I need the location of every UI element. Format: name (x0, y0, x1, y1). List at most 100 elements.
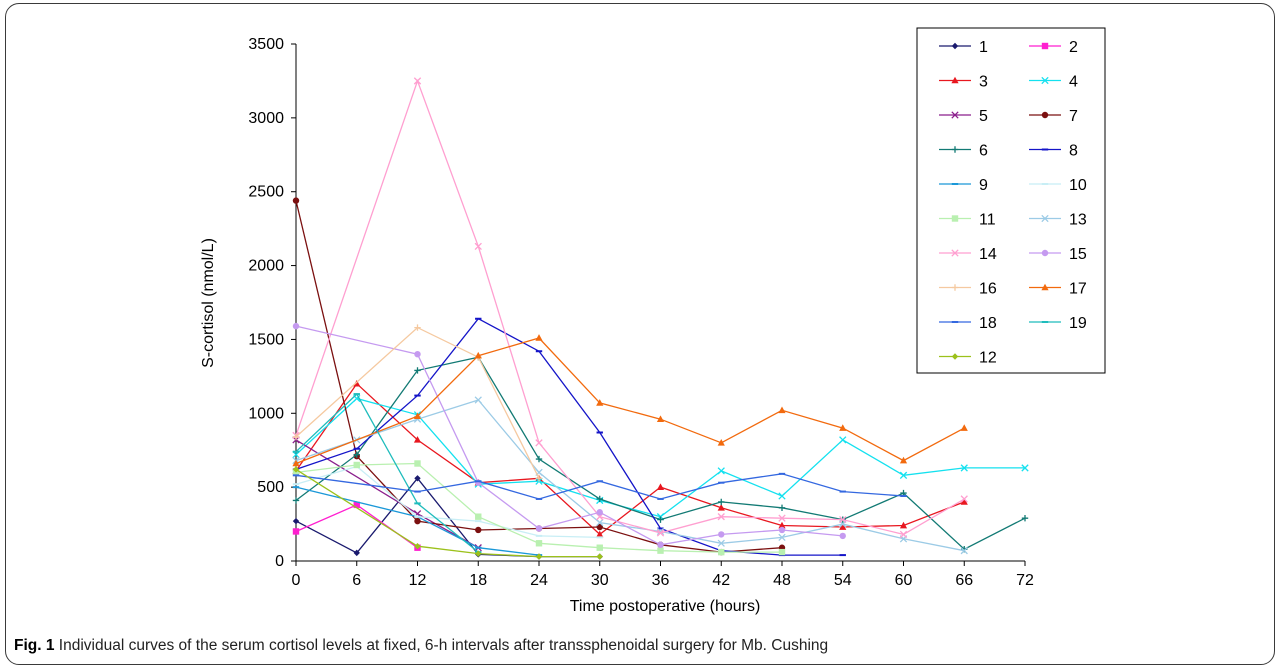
series-line (296, 394, 478, 552)
y-tick-label: 3000 (248, 110, 284, 127)
data-point (1042, 43, 1048, 49)
legend-label: 16 (979, 281, 997, 298)
x-tick-label: 42 (712, 572, 730, 589)
series-15 (293, 323, 846, 548)
data-point (475, 513, 481, 519)
data-point (597, 553, 603, 559)
x-tick-label: 18 (469, 572, 487, 589)
data-point (840, 533, 846, 539)
data-point (475, 397, 481, 403)
data-point (900, 457, 907, 464)
data-point (293, 518, 299, 524)
figure-caption: Fig. 1 Individual curves of the serum co… (14, 637, 828, 655)
data-point (657, 516, 663, 522)
legend-label: 17 (1069, 281, 1087, 298)
data-point (354, 462, 360, 468)
data-point (414, 351, 420, 357)
series-line (296, 505, 418, 548)
y-tick-label: 3500 (248, 36, 284, 53)
x-tick-label: 72 (1016, 572, 1034, 589)
legend-label: 9 (979, 177, 988, 194)
series-14 (293, 78, 968, 538)
data-point (475, 243, 481, 249)
data-point (1042, 112, 1048, 118)
data-point (293, 197, 299, 203)
data-point (840, 437, 846, 443)
data-point (779, 527, 785, 533)
data-point (779, 549, 785, 555)
data-point (536, 525, 542, 531)
data-point (353, 380, 360, 387)
legend-label: 8 (1069, 143, 1078, 160)
data-point (779, 493, 785, 499)
x-axis-label: Time postoperative (hours) (570, 598, 761, 615)
data-point (952, 215, 958, 221)
x-tick-label: 6 (352, 572, 361, 589)
data-point (293, 323, 299, 329)
legend-label: 14 (979, 246, 997, 263)
data-point (597, 509, 603, 515)
data-point (718, 499, 724, 505)
y-tick-label: 1500 (248, 331, 284, 348)
data-point (414, 460, 420, 466)
legend-label: 7 (1069, 108, 1078, 125)
y-axis-label: S-cortisol (nmol/L) (200, 238, 217, 368)
data-point (535, 334, 542, 341)
data-point (414, 78, 420, 84)
data-point (657, 542, 663, 548)
legend-label: 19 (1069, 315, 1087, 332)
data-point (1022, 515, 1028, 521)
x-tick-label: 12 (409, 572, 427, 589)
series-19 (293, 394, 482, 552)
caption-text: Individual curves of the serum cortisol … (59, 637, 828, 654)
data-point (536, 540, 542, 546)
data-point (1042, 250, 1048, 256)
legend-label: 13 (1069, 212, 1087, 229)
legend-label: 5 (979, 108, 988, 125)
x-tick-label: 66 (955, 572, 973, 589)
series-1 (293, 475, 603, 560)
y-tick-label: 2500 (248, 184, 284, 201)
data-point (718, 531, 724, 537)
legend-label: 2 (1069, 39, 1078, 56)
series-2 (293, 502, 421, 551)
data-point (597, 545, 603, 551)
x-tick-label: 36 (652, 572, 670, 589)
legend-label: 15 (1069, 246, 1087, 263)
series-line (296, 469, 600, 556)
series-13 (293, 397, 968, 554)
series-line (296, 326, 843, 545)
series-line (296, 467, 600, 538)
data-point (293, 528, 299, 534)
x-tick-label: 48 (773, 572, 791, 589)
series-17 (292, 334, 967, 466)
data-point (657, 483, 664, 490)
legend-label: 12 (979, 350, 997, 367)
data-point (536, 440, 542, 446)
data-point (657, 547, 663, 553)
series-7 (293, 197, 785, 555)
y-tick-label: 500 (257, 479, 284, 496)
x-tick-label: 24 (530, 572, 548, 589)
legend-label: 10 (1069, 177, 1087, 194)
y-tick-label: 1000 (248, 405, 284, 422)
data-point (414, 518, 420, 524)
data-point (718, 468, 724, 474)
legend-label: 3 (979, 74, 988, 91)
series-10 (293, 466, 603, 537)
data-point (779, 505, 785, 511)
x-tick-label: 60 (895, 572, 913, 589)
x-tick-label: 0 (292, 572, 301, 589)
x-tick-label: 30 (591, 572, 609, 589)
data-point (475, 527, 481, 533)
y-tick-label: 0 (275, 553, 284, 570)
legend-label: 6 (979, 143, 988, 160)
legend-label: 1 (979, 39, 988, 56)
legend-label: 18 (979, 315, 997, 332)
data-point (961, 424, 968, 431)
x-tick-label: 54 (834, 572, 852, 589)
series-line (296, 328, 539, 479)
data-point (778, 407, 785, 414)
